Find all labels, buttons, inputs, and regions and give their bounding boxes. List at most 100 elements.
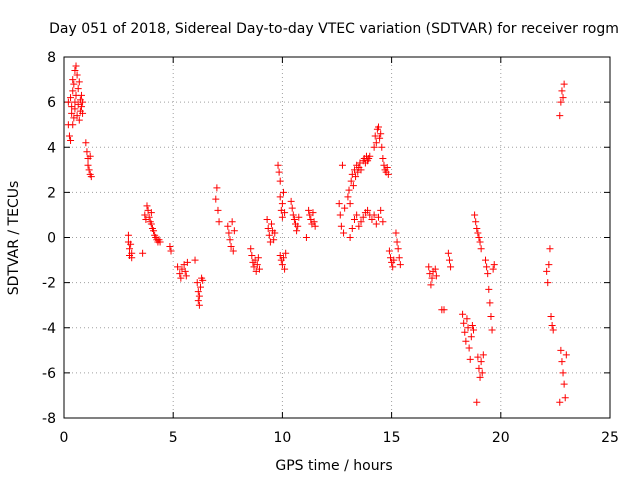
- data-point-plus-marker: [473, 224, 481, 232]
- data-point-plus-marker: [346, 200, 354, 208]
- data-point-plus-marker: [556, 398, 564, 406]
- data-point-plus-marker: [279, 188, 287, 196]
- data-point-plus-marker: [85, 166, 93, 174]
- data-point-plus-marker: [83, 148, 91, 156]
- data-point-plus-marker: [177, 274, 185, 282]
- data-point-plus-marker: [214, 206, 222, 214]
- data-point-plus-marker: [376, 134, 384, 142]
- data-point-plus-marker: [478, 369, 486, 377]
- x-axis-label: GPS time / hours: [275, 458, 392, 474]
- data-point-plus-marker: [213, 184, 221, 192]
- data-point-plus-marker: [548, 321, 556, 329]
- data-point-plus-marker: [79, 109, 87, 117]
- data-point-plus-marker: [482, 256, 490, 264]
- data-point-plus-marker: [271, 229, 279, 237]
- data-point-plus-marker: [126, 245, 134, 253]
- data-point-plus-marker: [166, 243, 174, 251]
- data-point-plus-marker: [347, 177, 355, 185]
- data-point-plus-marker: [557, 98, 565, 106]
- data-point-plus-marker: [427, 281, 435, 289]
- data-point-plus-marker: [544, 279, 552, 287]
- data-point-plus-marker: [264, 224, 272, 232]
- data-point-plus-marker: [394, 245, 402, 253]
- data-point-plus-marker: [488, 326, 496, 334]
- data-point-plus-marker: [463, 315, 471, 323]
- data-point-plus-marker: [73, 71, 81, 79]
- data-point-plus-marker: [75, 78, 83, 86]
- data-point-plus-marker: [476, 373, 484, 381]
- data-point-plus-marker: [372, 139, 380, 147]
- data-point-plus-marker: [368, 215, 376, 223]
- data-point-plus-marker: [275, 168, 283, 176]
- data-point-plus-marker: [195, 301, 203, 309]
- data-point-plus-marker: [84, 161, 92, 169]
- data-point-plus-marker: [383, 164, 391, 172]
- data-point-plus-marker: [447, 263, 455, 271]
- data-point-plus-marker: [281, 265, 289, 273]
- grid: [64, 57, 610, 418]
- data-point-plus-marker: [176, 270, 184, 278]
- data-point-plus-marker: [289, 211, 297, 219]
- data-point-plus-marker: [183, 258, 191, 266]
- data-point-plus-marker: [473, 398, 481, 406]
- data-point-plus-marker: [562, 351, 570, 359]
- data-point-plus-marker: [225, 229, 233, 237]
- data-point-plus-marker: [295, 213, 303, 221]
- data-point-plus-marker: [247, 245, 255, 253]
- x-tick-label: 0: [60, 430, 69, 446]
- data-point-plus-marker: [82, 139, 90, 147]
- data-point-plus-marker: [379, 155, 387, 163]
- data-point-plus-marker: [71, 67, 79, 75]
- data-point-plus-marker: [74, 85, 82, 93]
- data-point-plus-marker: [278, 213, 286, 221]
- data-point-plus-marker: [265, 231, 273, 239]
- data-point-plus-marker: [462, 337, 470, 345]
- data-point-plus-marker: [279, 254, 287, 262]
- data-point-plus-marker: [353, 211, 361, 219]
- data-point-plus-marker: [392, 229, 400, 237]
- data-point-plus-marker: [374, 213, 382, 221]
- data-point-plus-marker: [461, 328, 469, 336]
- data-point-plus-marker: [432, 272, 440, 280]
- data-point-plus-marker: [77, 91, 85, 99]
- data-point-plus-marker: [79, 98, 87, 106]
- data-point-plus-marker: [147, 209, 155, 217]
- data-point-plus-marker: [75, 116, 83, 124]
- data-point-plus-marker: [348, 224, 356, 232]
- data-point-plus-marker: [305, 206, 313, 214]
- data-point-plus-marker: [476, 238, 484, 246]
- data-point-plus-marker: [199, 276, 207, 284]
- data-point-plus-marker: [390, 256, 398, 264]
- data-point-plus-marker: [459, 310, 467, 318]
- data-point-plus-marker: [425, 263, 433, 271]
- y-tick-label: -6: [42, 366, 56, 382]
- data-point-plus-marker: [311, 222, 319, 230]
- y-tick-label: -4: [42, 321, 56, 337]
- data-point-plus-marker: [545, 261, 553, 269]
- data-point-plus-marker: [474, 229, 482, 237]
- data-point-plus-marker: [370, 211, 378, 219]
- data-point-plus-marker: [477, 245, 485, 253]
- chart-title: Day 051 of 2018, Sidereal Day-to-day VTE…: [49, 21, 619, 37]
- data-point-plus-marker: [477, 358, 485, 366]
- data-point-plus-marker: [336, 211, 344, 219]
- y-tick-label: 2: [47, 185, 56, 201]
- data-point-plus-marker: [543, 267, 551, 275]
- data-point-plus-marker: [559, 369, 567, 377]
- data-point-plus-marker: [181, 267, 189, 275]
- data-point-plus-marker: [195, 292, 203, 300]
- data-point-plus-marker: [228, 218, 236, 226]
- data-point-plus-marker: [546, 245, 554, 253]
- data-point-plus-marker: [143, 202, 151, 210]
- data-point-plus-marker: [384, 170, 392, 178]
- y-tick-label: -8: [42, 411, 56, 427]
- data-point-plus-marker: [230, 227, 238, 235]
- data-point-plus-marker: [396, 261, 404, 269]
- data-point-plus-marker: [227, 243, 235, 251]
- x-tick-label: 5: [169, 430, 178, 446]
- data-point-plus-marker: [145, 213, 153, 221]
- data-point-plus-marker: [467, 333, 475, 341]
- data-point-plus-marker: [345, 186, 353, 194]
- data-point-plus-marker: [302, 234, 310, 241]
- data-point-plus-marker: [558, 87, 566, 95]
